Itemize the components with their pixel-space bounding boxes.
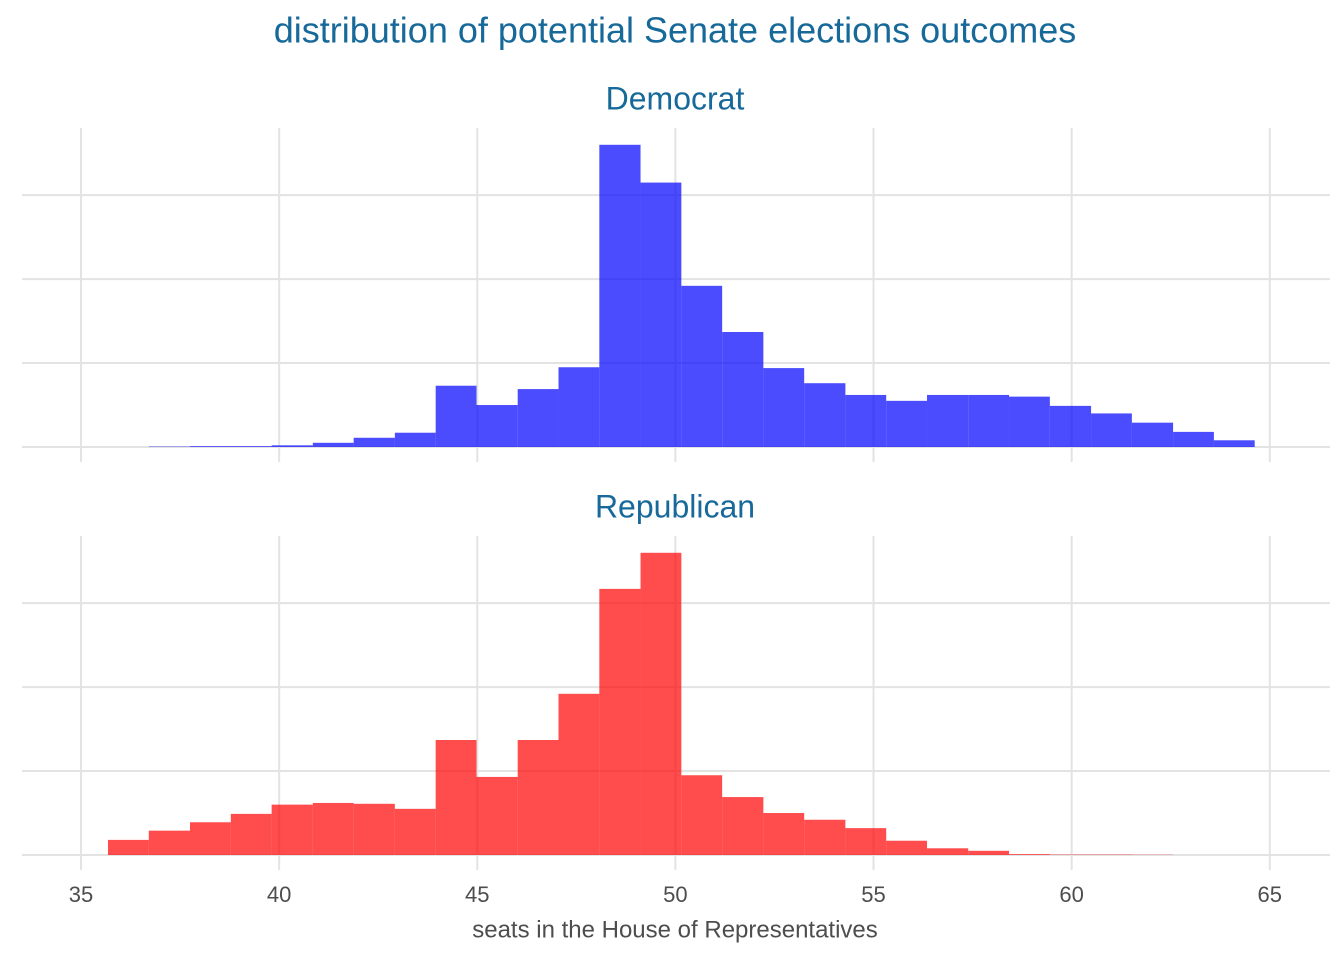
bar [435,385,477,447]
bar [845,394,887,447]
x-tick-label: 35 [69,882,93,907]
bar [517,739,559,855]
bar [804,819,846,855]
bar [353,437,395,447]
bar [312,442,354,447]
facet-title: Republican [595,488,755,524]
x-tick-label: 50 [663,882,687,907]
bar [476,776,518,855]
bar [886,400,928,447]
bar [230,446,272,447]
x-tick-label: 65 [1258,882,1282,907]
bar [148,830,191,855]
bar [394,432,436,447]
bar [640,182,682,447]
bar [1131,422,1174,447]
bar [1009,396,1050,447]
bar [558,693,600,855]
chart-title: distribution of potential Senate electio… [274,10,1077,51]
bar [599,588,641,855]
bar [435,739,477,855]
bar [271,445,313,447]
facet-title: Democrat [606,80,745,116]
x-tick-label: 60 [1059,882,1083,907]
bar [763,368,805,447]
bar [845,828,887,855]
bar [1213,440,1255,447]
x-tick-label: 45 [465,882,489,907]
bar [681,285,723,447]
bar [271,804,313,855]
bar [763,813,805,855]
bar [722,797,764,855]
bar [394,808,436,855]
bar [353,803,395,855]
bar [230,813,272,855]
bar [722,331,764,447]
x-tick-label: 55 [861,882,885,907]
bar [190,822,231,855]
x-axis-label: seats in the House of Representatives [472,916,878,943]
bar [1049,405,1092,447]
bar [1173,431,1214,447]
bar [681,775,723,855]
bar [558,367,600,447]
bar [968,394,1010,447]
bar [804,383,846,447]
bar [968,850,1010,855]
bar [1009,854,1050,855]
bar [927,848,969,855]
x-tick-label: 40 [267,882,291,907]
bar [886,840,928,855]
bar [476,405,518,447]
bar [517,389,559,447]
bar [1091,413,1132,447]
bar [190,446,231,447]
bar [927,394,969,447]
bar [640,552,682,855]
bar [312,802,354,855]
bar [107,839,149,855]
bar [599,144,641,447]
